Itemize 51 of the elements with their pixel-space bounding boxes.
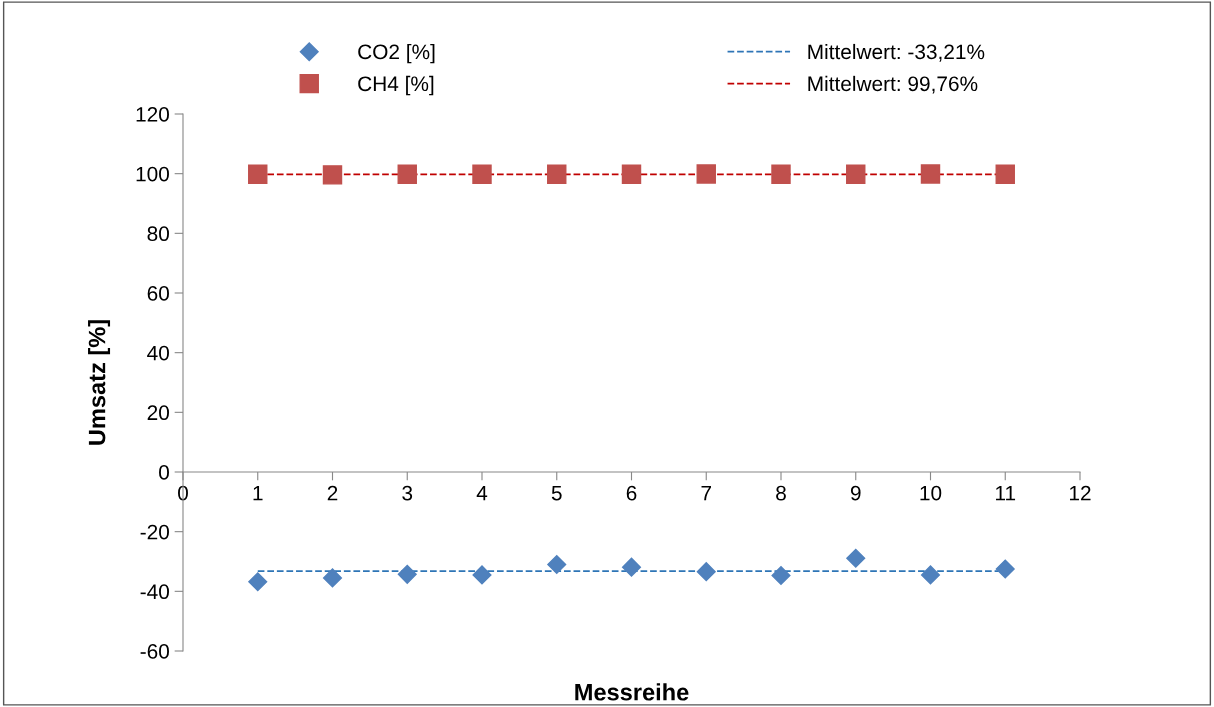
y-tick-label: 80 <box>147 226 169 242</box>
y-tick-label: -60 <box>140 644 169 659</box>
x-tick-label: 0 <box>178 485 188 501</box>
point <box>771 565 791 586</box>
y-tick-label: 40 <box>147 345 169 361</box>
x-tick-label: 4 <box>476 485 488 501</box>
point <box>995 559 1015 579</box>
legend-label: Mittelwert: -33,21% <box>808 43 985 62</box>
y-tick-label: 20 <box>147 405 169 421</box>
x-tick-label: 10 <box>920 485 942 501</box>
x-tick-label: 11 <box>996 485 1016 501</box>
point <box>621 164 642 184</box>
point <box>696 562 716 582</box>
point <box>248 572 268 592</box>
point <box>322 568 343 588</box>
legend-label: Mittelwert: 99,76% <box>808 75 978 94</box>
x-tick-label: 7 <box>701 485 711 501</box>
point <box>472 164 492 184</box>
x-tick-label: 1 <box>253 485 263 501</box>
x-axis-title: Messreihe <box>575 683 689 701</box>
point <box>920 164 941 184</box>
legend-label: CH4 [%] <box>358 75 434 96</box>
x-tick-label: 3 <box>402 485 413 501</box>
point <box>846 548 866 568</box>
y-tick-label: 0 <box>159 465 169 480</box>
point <box>322 165 343 185</box>
x-tick-label: 8 <box>776 485 786 501</box>
y-tick-label: -20 <box>140 524 169 540</box>
y-tick-label: 60 <box>147 286 169 301</box>
point <box>771 164 791 184</box>
point <box>547 554 567 575</box>
y-tick-label: 120 <box>136 107 169 122</box>
x-tick-label: 2 <box>327 485 338 501</box>
x-tick-label: 9 <box>850 485 861 501</box>
y-tick-label: 100 <box>136 166 169 182</box>
point <box>920 565 941 585</box>
point <box>248 164 268 184</box>
point <box>472 565 492 585</box>
legend-label: CO2 [%] <box>358 43 435 64</box>
x-tick-label: 5 <box>551 485 562 501</box>
point <box>621 557 642 577</box>
point <box>846 164 866 184</box>
y-tick-label: -40 <box>140 584 169 600</box>
x-tick-label: 12 <box>1070 485 1091 501</box>
point <box>397 164 417 184</box>
y-axis-title: Umsatz [%] <box>88 320 111 445</box>
point <box>696 164 716 184</box>
point <box>397 564 417 584</box>
x-tick-label: 6 <box>626 485 637 501</box>
point <box>995 164 1015 184</box>
point <box>547 164 567 184</box>
